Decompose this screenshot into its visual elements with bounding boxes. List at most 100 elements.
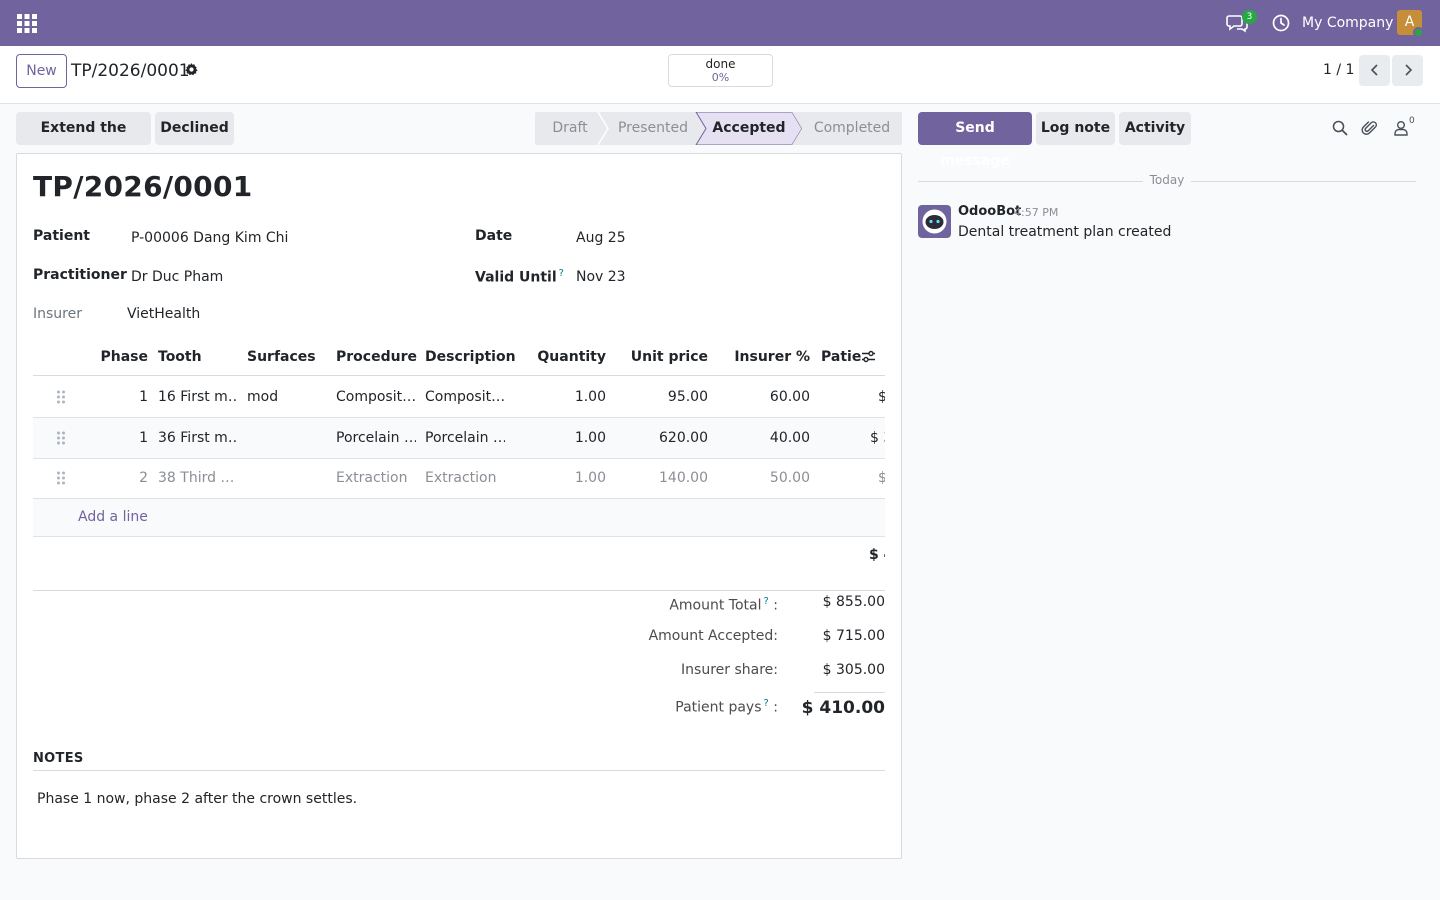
odoobot-avatar-icon[interactable] <box>918 205 951 238</box>
stage-accepted[interactable]: Accepted <box>706 112 792 145</box>
lines-table-header: Phase Tooth Surfaces Procedure Descripti… <box>33 338 885 376</box>
apps-grid-icon[interactable] <box>15 11 39 35</box>
patient-pays-label-text: Patient pays <box>675 699 762 716</box>
cell-phase[interactable]: 1 <box>139 430 148 446</box>
progress-value: 0% <box>711 71 730 84</box>
col-procedure-header[interactable]: Procedure <box>336 349 417 365</box>
date-divider-line <box>1191 181 1416 182</box>
message-author[interactable]: OdooBot <box>958 204 1022 219</box>
cell-unit-price[interactable]: 140.00 <box>659 470 708 486</box>
progress-stat-button[interactable]: done 0% <box>668 54 773 87</box>
amount-total-colon: : <box>773 597 778 614</box>
cell-description[interactable]: Porcelain … <box>425 430 505 446</box>
col-patient-header[interactable]: Patie <box>821 349 862 365</box>
patient-pays-colon: : <box>773 699 778 716</box>
valid-until-help-icon[interactable]: ? <box>558 268 564 279</box>
cell-description[interactable]: Composit… <box>425 389 505 405</box>
col-quantity-header[interactable]: Quantity <box>537 349 606 365</box>
table-subtotal-row: $ 4 <box>33 537 885 591</box>
table-row[interactable]: 1 36 First m… Porcelain … Porcelain … 1.… <box>33 418 885 459</box>
insurer-share-value: $ 305.00 <box>822 662 885 678</box>
declined-button[interactable]: Declined <box>155 112 234 145</box>
col-surfaces-header[interactable]: Surfaces <box>247 349 316 365</box>
cell-quantity[interactable]: 1.00 <box>574 389 606 405</box>
patient-pays-help-icon[interactable]: ? <box>763 698 769 709</box>
extend-quote-button[interactable]: Extend the quote <box>16 112 151 169</box>
chevron-right-icon <box>1404 64 1412 76</box>
cell-surfaces[interactable]: mod <box>247 389 279 405</box>
activity-button[interactable]: Activity <box>1119 112 1191 145</box>
col-insurer-pct-header[interactable]: Insurer % <box>734 349 810 365</box>
cell-patient[interactable]: $ 3 <box>870 430 885 446</box>
totals-divider <box>814 692 885 693</box>
new-button[interactable]: New <box>16 54 67 88</box>
pager-previous-button[interactable] <box>1359 55 1390 86</box>
cell-insurer-pct[interactable]: 40.00 <box>769 430 810 446</box>
message-body: Dental treatment plan created <box>958 224 1172 240</box>
cell-procedure[interactable]: Composit… <box>336 389 416 405</box>
cell-tooth[interactable]: 38 Third … <box>158 470 235 486</box>
cell-unit-price[interactable]: 95.00 <box>667 389 708 405</box>
breadcrumb-record-name: TP/2026/0001 <box>71 61 190 81</box>
person-icon[interactable] <box>1392 119 1410 137</box>
notes-divider <box>33 770 885 771</box>
cell-quantity[interactable]: 1.00 <box>574 430 606 446</box>
send-message-button[interactable]: Send message <box>918 112 1032 169</box>
date-field[interactable]: Aug 25 <box>576 230 626 246</box>
cell-procedure[interactable]: Extraction <box>336 470 408 486</box>
stage-draft[interactable]: Draft <box>535 112 605 145</box>
column-settings-icon[interactable] <box>861 349 876 364</box>
cell-insurer-pct[interactable]: 50.00 <box>769 470 810 486</box>
stage-completed[interactable]: Completed <box>802 112 902 145</box>
drag-handle-icon[interactable] <box>56 389 66 405</box>
amount-total-label: Amount Total? : <box>478 593 778 615</box>
search-icon[interactable] <box>1331 119 1349 137</box>
amount-total-label-text: Amount Total <box>669 597 762 614</box>
stage-accepted-label: Accepted <box>712 120 786 136</box>
add-line-link[interactable]: Add a line <box>78 509 148 525</box>
cell-tooth[interactable]: 36 First m… <box>158 430 238 446</box>
cell-quantity[interactable]: 1.00 <box>574 470 606 486</box>
cell-unit-price[interactable]: 620.00 <box>659 430 708 446</box>
stage-presented[interactable]: Presented <box>608 112 698 145</box>
amount-accepted-label: Amount Accepted: <box>648 628 778 644</box>
pager-next-button[interactable] <box>1392 55 1423 86</box>
practitioner-label: Practitioner <box>33 267 127 283</box>
drag-handle-icon[interactable] <box>56 470 66 486</box>
cell-patient[interactable]: $ <box>878 469 885 487</box>
paperclip-icon[interactable] <box>1361 119 1379 137</box>
col-unit-price-header[interactable]: Unit price <box>630 349 708 365</box>
control-panel: New TP/2026/0001 done 0% 1 / 1 <box>0 46 1440 104</box>
status-stages-shape <box>535 112 902 145</box>
form-title: TP/2026/0001 <box>33 170 253 203</box>
table-subtotal: $ 4 <box>869 547 885 563</box>
drag-handle-icon[interactable] <box>56 430 66 446</box>
practitioner-field[interactable]: Dr Duc Pham <box>131 269 224 285</box>
followers-count: 0 <box>1409 116 1415 126</box>
patient-field[interactable]: P-00006 Dang Kim Chi <box>131 230 289 246</box>
cell-insurer-pct[interactable]: 60.00 <box>769 389 810 405</box>
cell-description[interactable]: Extraction <box>425 470 497 486</box>
online-status-dot <box>1413 27 1424 38</box>
table-row[interactable]: 2 38 Third … Extraction Extraction 1.00 … <box>33 458 885 499</box>
chat-count-badge: 3 <box>1242 10 1257 24</box>
col-tooth-header[interactable]: Tooth <box>158 349 202 365</box>
col-phase-header[interactable]: Phase <box>100 349 148 365</box>
log-note-button[interactable]: Log note <box>1036 112 1115 145</box>
amount-total-help-icon[interactable]: ? <box>763 596 769 607</box>
cell-phase[interactable]: 2 <box>139 470 148 486</box>
cell-patient[interactable]: $ <box>878 388 885 406</box>
cell-phase[interactable]: 1 <box>139 389 148 405</box>
table-row[interactable]: 1 16 First m… mod Composit… Composit… 1.… <box>33 377 885 418</box>
notes-text[interactable]: Phase 1 now, phase 2 after the crown set… <box>37 791 358 807</box>
cell-procedure[interactable]: Porcelain … <box>336 430 416 446</box>
message-time: 4:57 PM <box>1014 206 1059 219</box>
col-description-header[interactable]: Description <box>425 349 516 365</box>
clock-icon[interactable] <box>1271 13 1291 33</box>
valid-until-field[interactable]: Nov 23 <box>576 269 626 285</box>
pager-value[interactable]: 1 / 1 <box>1323 62 1355 78</box>
cell-tooth[interactable]: 16 First m… <box>158 389 238 405</box>
insurer-field[interactable]: VietHealth <box>127 306 201 322</box>
gear-icon[interactable] <box>185 63 198 76</box>
company-switcher[interactable]: My Company <box>1302 15 1394 31</box>
